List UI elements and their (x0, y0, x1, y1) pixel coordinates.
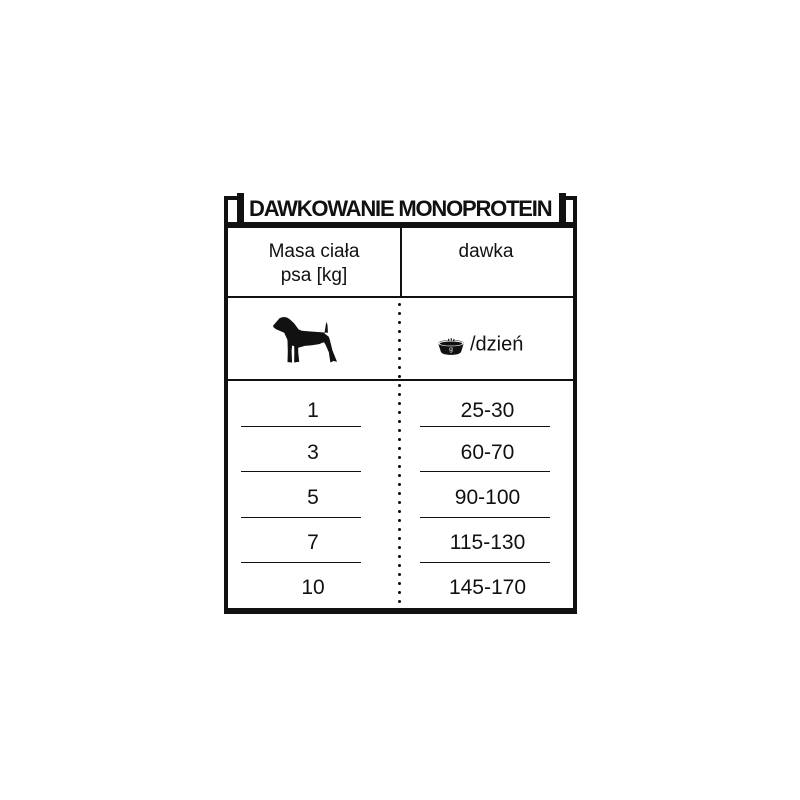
svg-text:g: g (449, 346, 453, 353)
